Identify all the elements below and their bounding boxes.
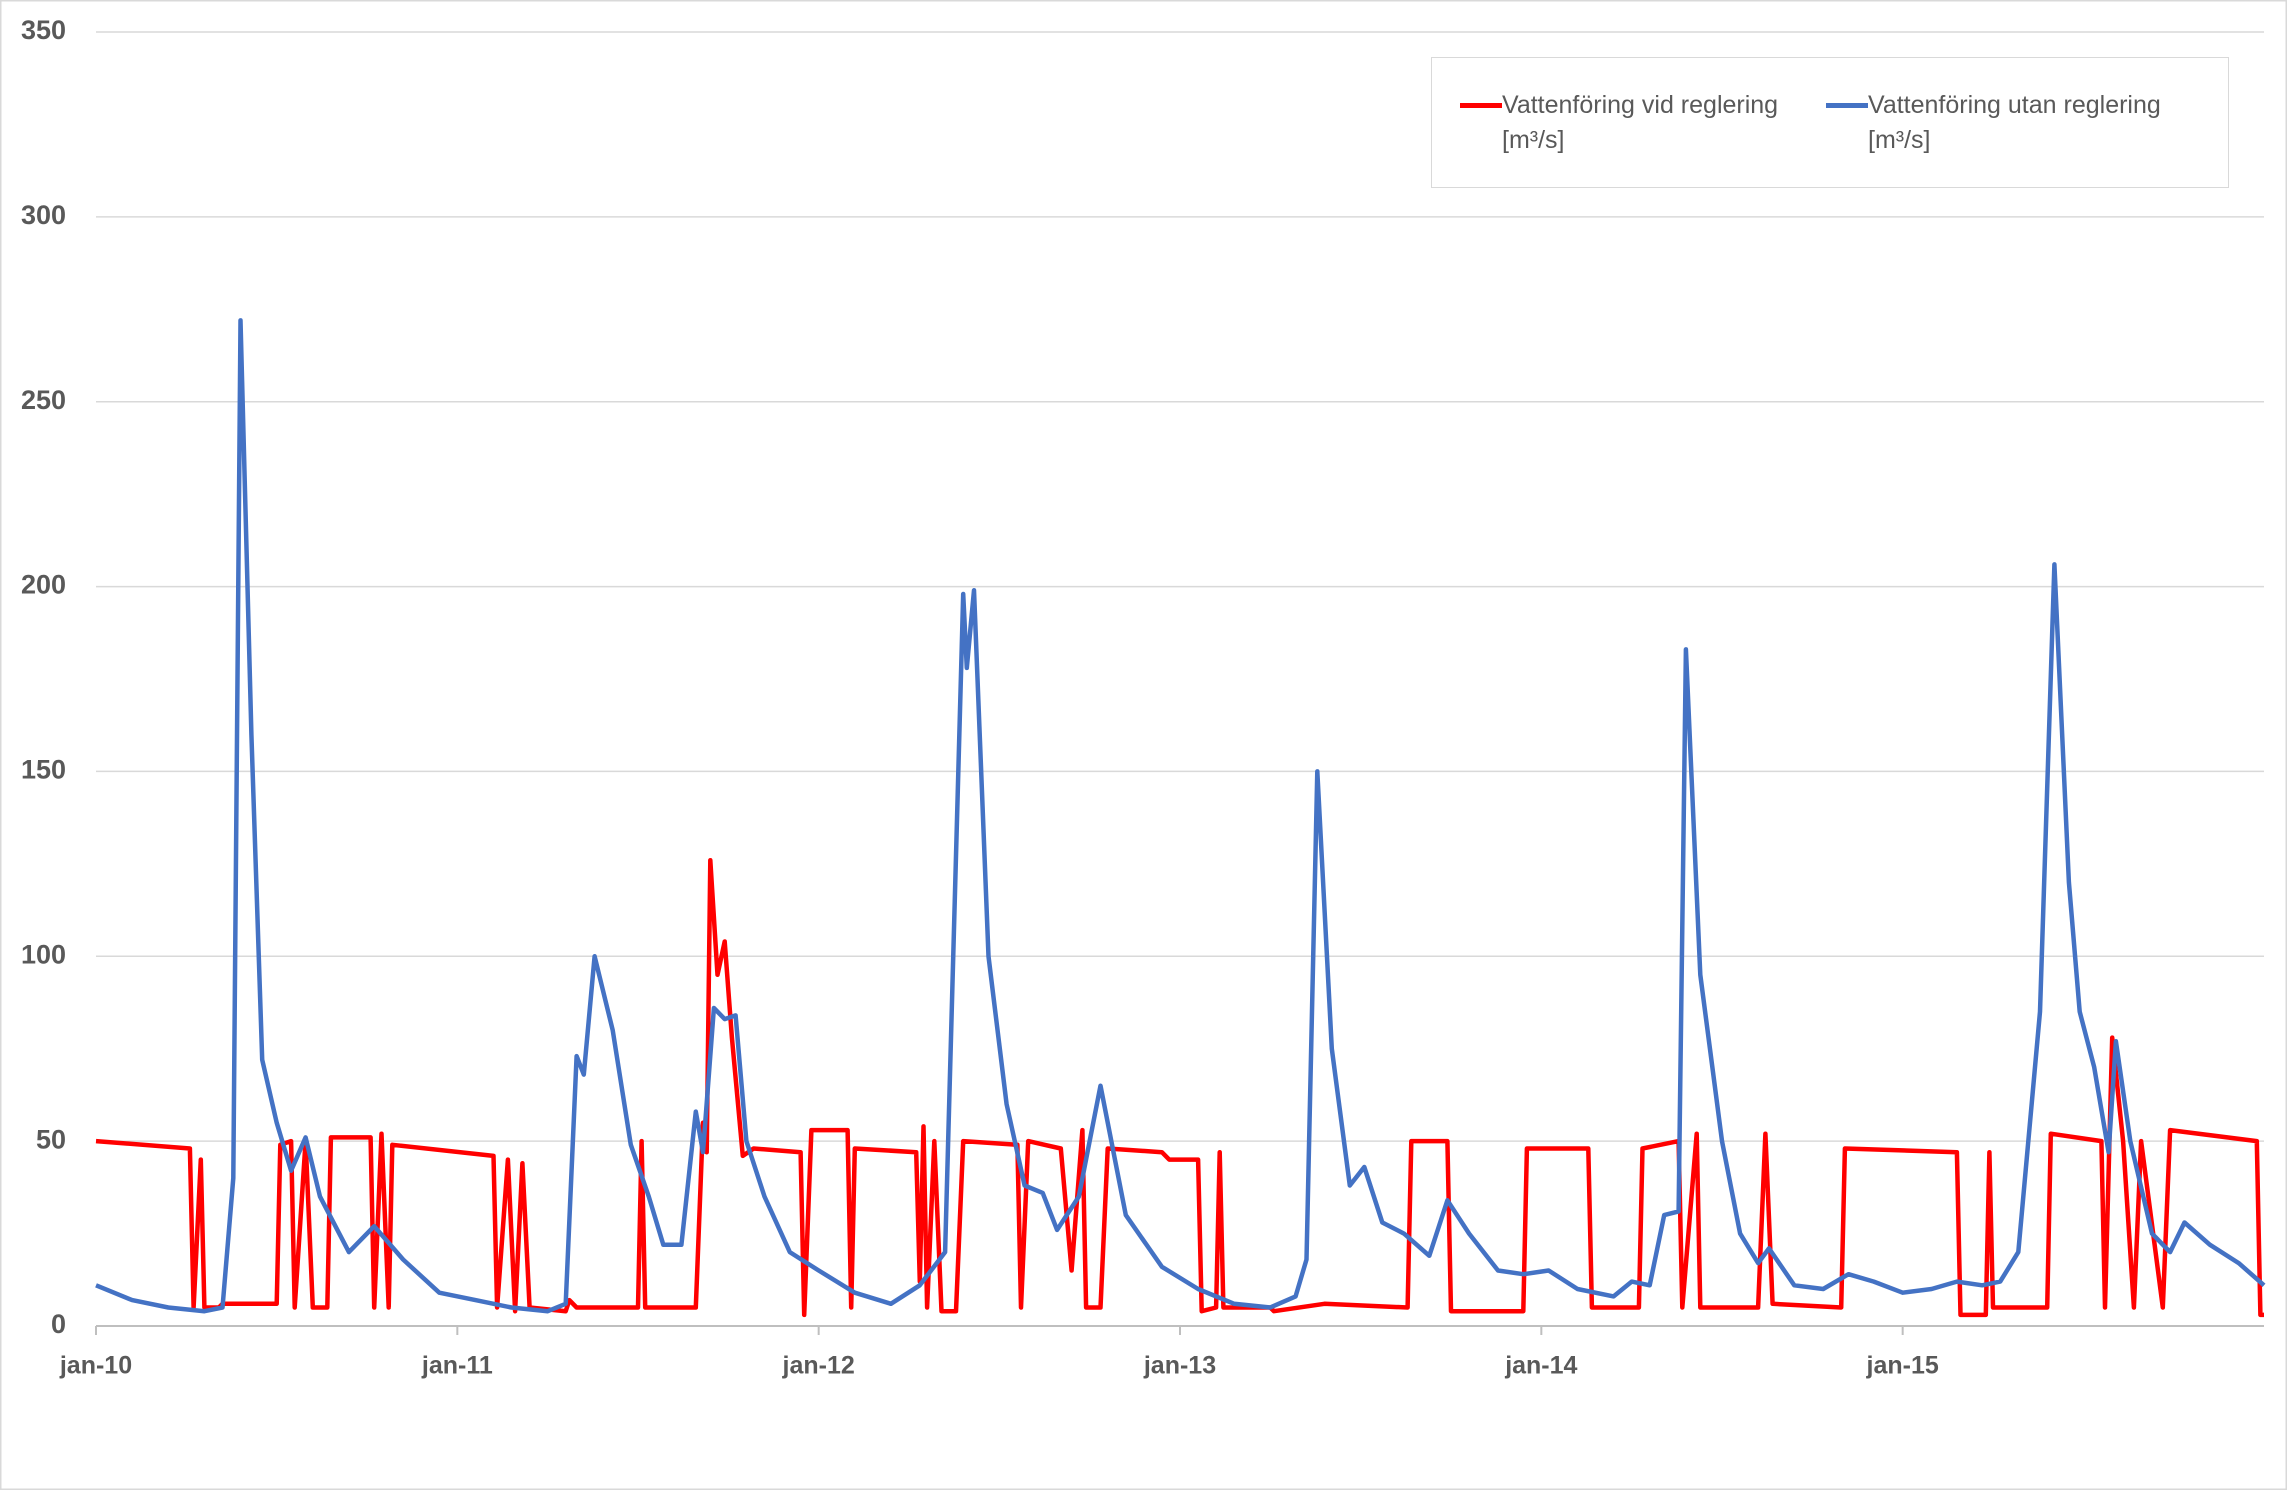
legend-swatch	[1826, 103, 1868, 108]
x-tick-label: jan-15	[1866, 1352, 1939, 1380]
legend-swatch	[1460, 103, 1502, 108]
data-line	[95, 318, 2266, 1314]
legend-item: Vattenföring utan reglering [m³/s]	[1826, 88, 2178, 187]
x-tick-label: jan-12	[782, 1352, 855, 1380]
x-tick-label: jan-13	[1143, 1352, 1216, 1380]
y-tick-label: 200	[21, 570, 66, 600]
legend-label: Vattenföring vid reglering [m³/s]	[1502, 91, 1779, 154]
y-tick-label: 50	[36, 1124, 66, 1154]
y-tick-label: 150	[21, 755, 66, 785]
y-tick-label: 300	[21, 200, 66, 230]
x-tick-label: jan-10	[59, 1352, 132, 1380]
legend: Vattenföring vid reglering [m³/s] Vattenf…	[1431, 57, 2229, 188]
x-tick-label: jan-14	[1504, 1352, 1577, 1380]
y-tick-label: 0	[51, 1309, 66, 1339]
legend-item: Vattenföring vid reglering [m³/s]	[1460, 88, 1812, 187]
y-tick-label: 350	[21, 15, 66, 45]
y-tick-label: 250	[21, 385, 66, 415]
x-tick-label: jan-11	[421, 1352, 493, 1380]
y-tick-label: 100	[21, 939, 66, 969]
legend-label: Vattenföring utan reglering [m³/s]	[1868, 91, 2161, 154]
